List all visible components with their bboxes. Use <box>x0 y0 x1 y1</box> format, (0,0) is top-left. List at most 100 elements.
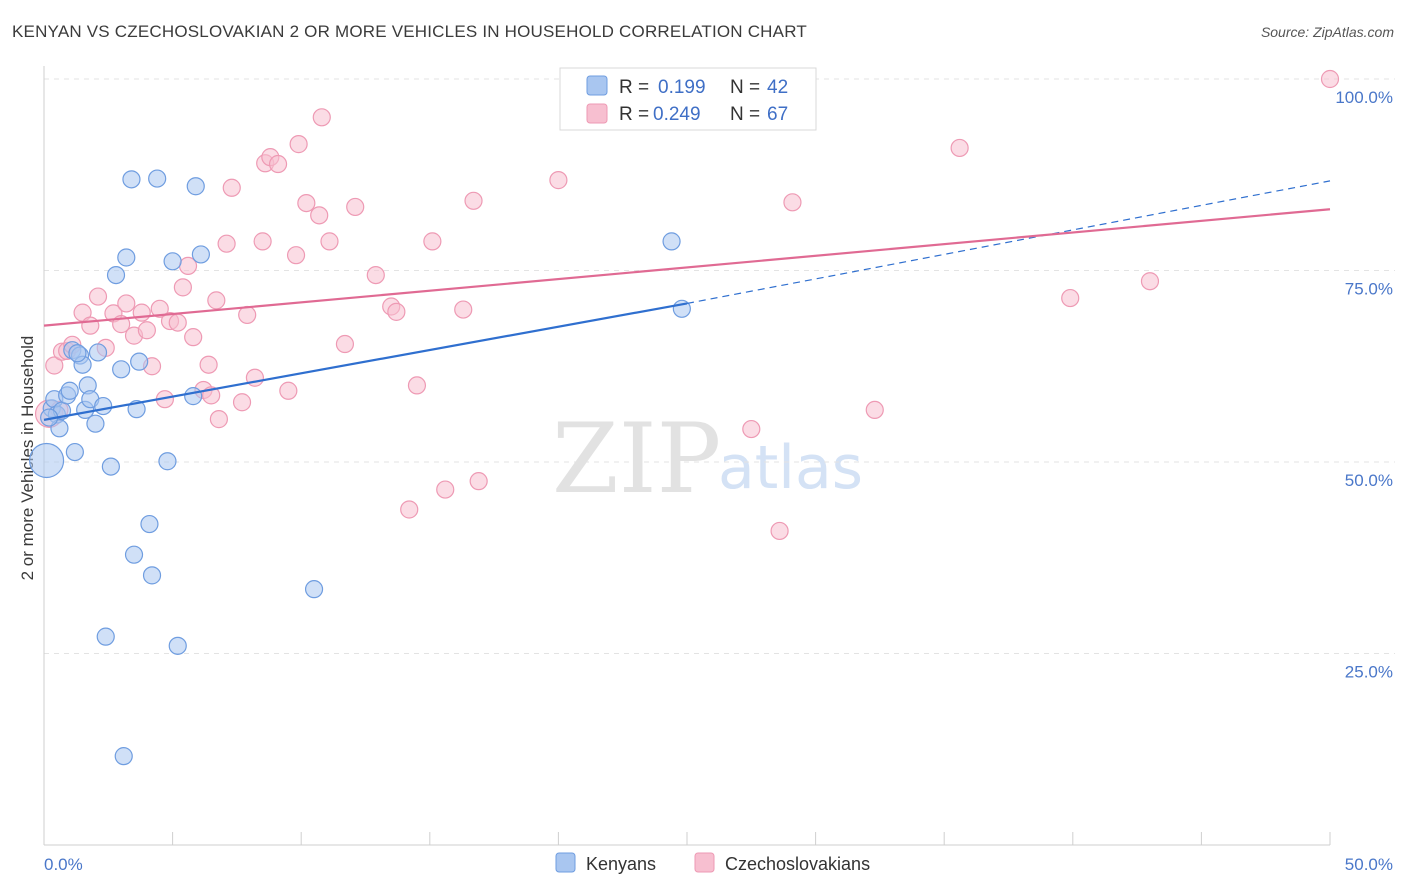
bottom-legend-kenyan-swatch <box>555 852 576 873</box>
x-tick-label-min: 0.0% <box>44 855 83 874</box>
bottom-legend: Kenyans Czechoslovakians <box>555 852 870 874</box>
czech-point-62 <box>950 138 969 158</box>
kenyans-points <box>28 169 691 766</box>
legend-czech-n-label: N = <box>730 104 760 125</box>
legend-czech-swatch <box>586 103 608 124</box>
czech-point-40 <box>297 193 316 213</box>
czech-point-58 <box>742 419 761 439</box>
czech-point-53 <box>454 300 473 319</box>
y-tick-labels: 25.0% 50.0% 75.0% 100.0% <box>1335 88 1393 682</box>
watermark-atlas: atlas <box>718 433 863 503</box>
kenyan-point-18 <box>96 627 115 646</box>
watermark-zip: ZIP <box>552 403 721 515</box>
x-tick-label-max: 50.0% <box>1345 855 1393 874</box>
czech-point-59 <box>770 521 789 541</box>
y-tick-label-25: 25.0% <box>1345 663 1393 682</box>
kenyan-point-21 <box>112 360 131 379</box>
czech-point-41 <box>310 206 329 225</box>
kenyan-point-7 <box>60 381 79 400</box>
kenyan-point-34 <box>184 387 203 406</box>
czech-point-17 <box>150 299 169 318</box>
kenyan-point-17 <box>94 396 113 416</box>
czech-point-63 <box>1061 288 1080 308</box>
kenyan-point-20 <box>106 265 126 285</box>
czech-point-50 <box>407 376 427 395</box>
y-axis-label: 2 or more Vehicles in Household <box>18 336 37 581</box>
kenyan-point-9 <box>65 442 84 462</box>
kenyan-point-41 <box>68 344 87 363</box>
czech-point-29 <box>222 178 241 197</box>
czech-point-25 <box>199 355 218 374</box>
czech-trend-line <box>43 208 1331 327</box>
czech-point-12 <box>117 294 136 313</box>
czech-point-52 <box>436 480 455 499</box>
czech-point-36 <box>268 154 288 174</box>
czech-point-44 <box>335 334 355 354</box>
czech-point-31 <box>238 305 257 325</box>
czech-point-61 <box>865 400 884 420</box>
y-tick-label-75: 75.0% <box>1345 280 1393 299</box>
czech-point-37 <box>279 381 298 400</box>
czech-point-21 <box>173 278 192 297</box>
czech-point-27 <box>209 410 228 429</box>
czech-point-46 <box>366 265 385 285</box>
y-tick-label-100: 100.0% <box>1335 88 1393 107</box>
kenyan-point-28 <box>140 514 159 534</box>
legend-czech-r-label: R = <box>619 104 649 125</box>
czech-point-42 <box>312 108 331 127</box>
czech-point-7 <box>81 316 100 335</box>
legend-kenyan-n-label: N = <box>730 77 760 98</box>
kenyan-trend-extension <box>686 180 1331 305</box>
kenyan-point-23 <box>117 248 136 267</box>
czech-point-48 <box>387 302 406 321</box>
czech-point-1 <box>45 356 64 375</box>
czech-point-15 <box>137 321 156 340</box>
czech-point-56 <box>549 171 568 190</box>
czech-point-8 <box>88 287 108 306</box>
legend-czech-r-value: 0.249 <box>653 104 701 125</box>
czech-point-33 <box>253 232 272 251</box>
kenyan-point-22 <box>114 747 133 766</box>
czech-point-45 <box>346 197 365 217</box>
bottom-legend-czechoslovakians: Czechoslovakians <box>725 854 870 874</box>
kenyan-trend-line <box>43 302 688 421</box>
czech-point-38 <box>286 246 306 265</box>
kenyan-point-31 <box>158 452 177 471</box>
czech-point-51 <box>423 232 442 251</box>
gridlines <box>44 78 1395 654</box>
czech-point-65 <box>1320 69 1340 89</box>
chart-title: KENYAN VS CZECHOSLOVAKIAN 2 OR MORE VEHI… <box>12 22 807 41</box>
legend-kenyan-r-label: R = <box>619 77 649 98</box>
kenyan-point-0 <box>28 442 65 479</box>
kenyan-point-29 <box>142 566 162 585</box>
kenyan-point-30 <box>148 169 167 188</box>
kenyan-point-24 <box>122 170 141 189</box>
czech-point-14 <box>132 303 151 322</box>
kenyan-point-38 <box>662 232 681 251</box>
kenyan-point-36 <box>191 245 210 264</box>
kenyan-point-25 <box>124 545 144 564</box>
source-credit: Source: ZipAtlas.com <box>1260 24 1394 40</box>
y-tick-label-50: 50.0% <box>1345 471 1393 490</box>
legend-kenyan-n-value: 42 <box>767 77 788 98</box>
czech-point-28 <box>217 234 236 253</box>
czech-point-64 <box>1140 272 1160 291</box>
czech-point-30 <box>232 393 252 412</box>
kenyan-point-33 <box>168 636 187 655</box>
bottom-legend-czech-swatch <box>694 852 715 873</box>
czech-point-60 <box>783 193 802 212</box>
legend-box: R = 0.199 N = 42 R = 0.249 N = 67 <box>559 67 817 131</box>
czech-point-23 <box>184 328 203 347</box>
bottom-legend-kenyans: Kenyans <box>586 854 656 874</box>
trend-lines <box>43 180 1331 421</box>
kenyan-point-32 <box>163 252 182 271</box>
kenyan-point-37 <box>304 580 324 599</box>
kenyan-point-27 <box>130 352 149 371</box>
legend-kenyan-r-value: 0.199 <box>658 77 706 98</box>
czech-point-49 <box>400 500 419 519</box>
kenyan-point-19 <box>101 457 120 476</box>
x-ticks <box>43 832 1331 845</box>
kenyan-point-16 <box>88 343 108 362</box>
czech-point-39 <box>289 135 308 154</box>
